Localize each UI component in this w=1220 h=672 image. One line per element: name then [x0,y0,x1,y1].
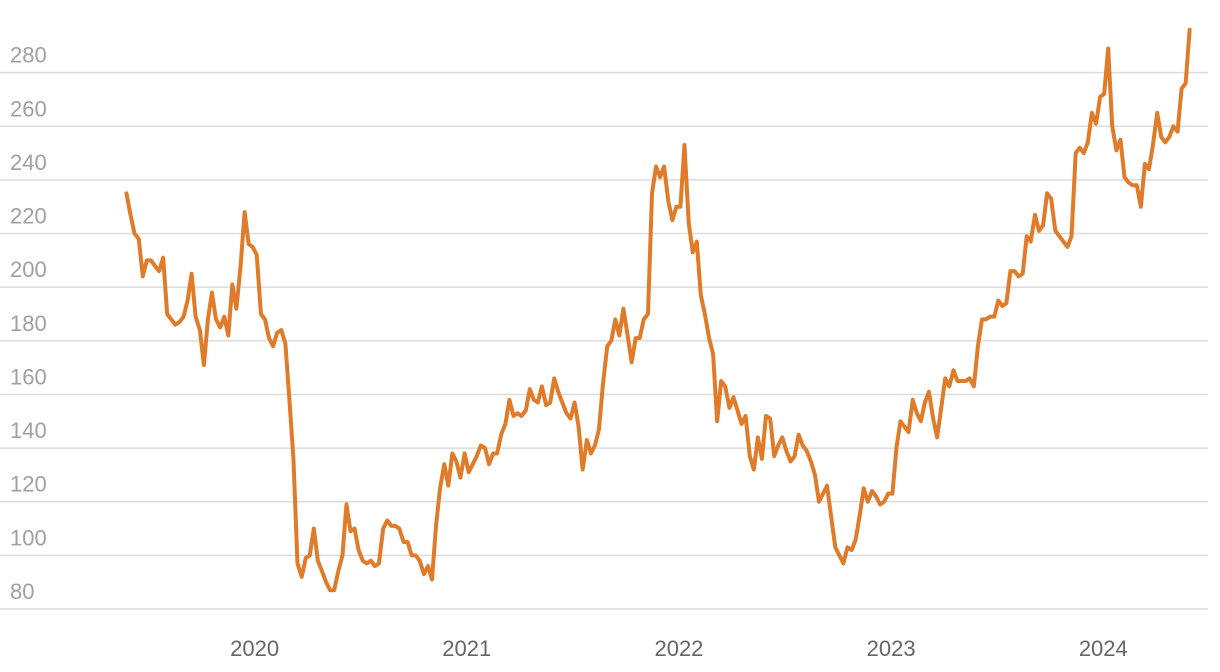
line-series [124,27,1192,593]
y-tick-label: 80 [10,579,34,604]
y-tick-label: 240 [10,150,47,175]
y-tick-label: 100 [10,525,47,550]
y-tick-label: 140 [10,418,47,443]
y-tick-label: 260 [10,96,47,121]
y-tick-label: 220 [10,204,47,229]
x-tick-label: 2020 [230,636,279,661]
x-tick-label: 2021 [442,636,491,661]
y-tick-label: 280 [10,43,47,68]
y-tick-label: 200 [10,257,47,282]
x-tick-label: 2023 [867,636,916,661]
y-tick-label: 120 [10,472,47,497]
x-tick-label: 2022 [654,636,703,661]
y-tick-label: 160 [10,364,47,389]
x-tick-label: 2024 [1079,636,1128,661]
y-tick-label: 180 [10,311,47,336]
